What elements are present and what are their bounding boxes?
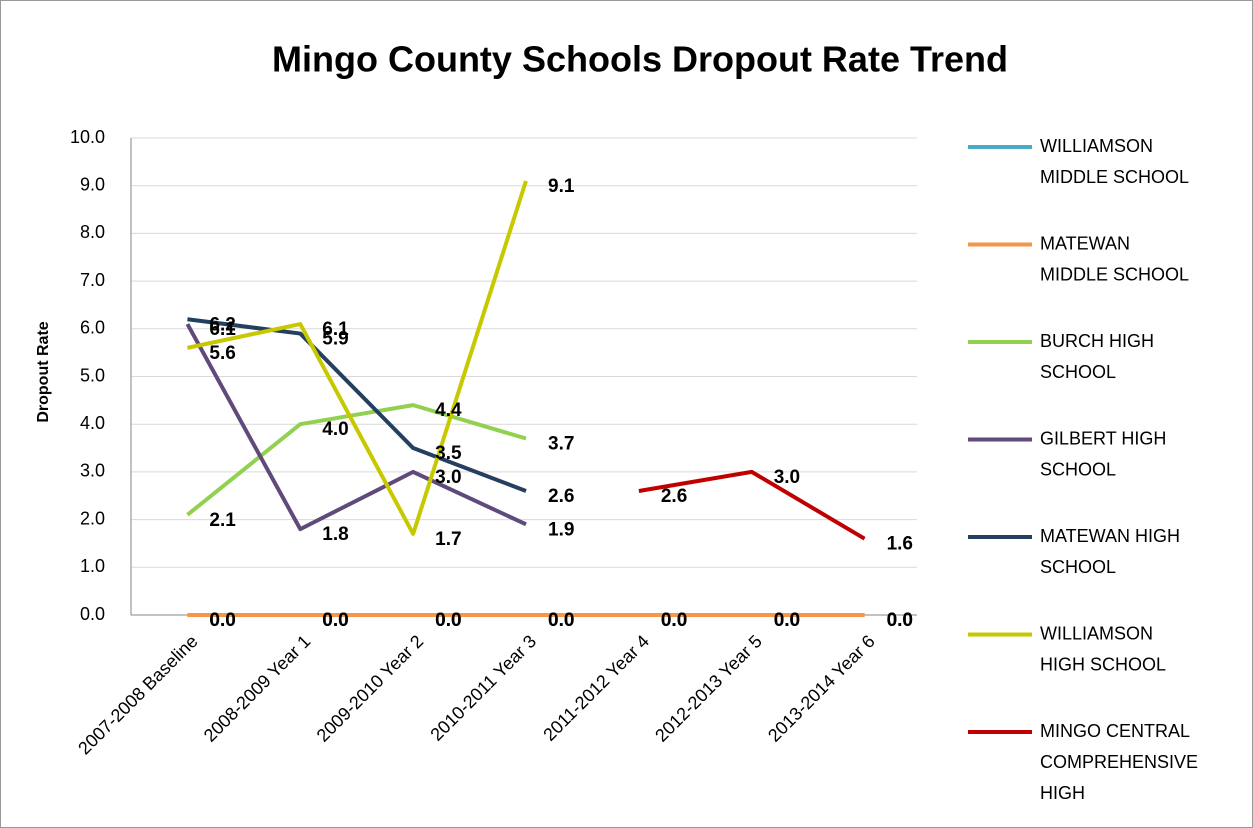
legend-label: MINGO CENTRAL COMPREHENSIVE HIGH	[1040, 721, 1203, 803]
data-label: 0.0	[661, 610, 687, 631]
data-label: 1.6	[887, 534, 913, 555]
data-label: 0.0	[435, 610, 461, 631]
legend-label: MATEWAN HIGH SCHOOL	[1040, 526, 1185, 577]
y-tick-label: 4.0	[80, 413, 105, 433]
data-label: 3.7	[548, 434, 574, 455]
y-tick-label: 2.0	[80, 508, 105, 528]
chart-title: Mingo County Schools Dropout Rate Trend	[272, 39, 1008, 80]
series-line	[185, 323, 527, 532]
data-label: 0.0	[322, 610, 348, 631]
legend-label: GILBERT HIGH SCHOOL	[1040, 428, 1171, 479]
data-label: 4.4	[435, 400, 462, 421]
data-label: 0.0	[548, 610, 574, 631]
y-tick-label: 5.0	[80, 365, 105, 385]
y-tick-label: 7.0	[80, 270, 105, 290]
data-label: 1.7	[435, 529, 461, 550]
data-label: 4.0	[322, 419, 348, 440]
data-label: 0.0	[548, 610, 574, 631]
y-tick-label: 10.0	[70, 127, 105, 147]
data-label: 6.1	[322, 319, 349, 340]
data-label: 3.0	[774, 467, 800, 488]
data-label: 3.0	[435, 467, 461, 488]
y-tick-label: 3.0	[80, 461, 105, 481]
data-label: 6.2	[209, 314, 235, 335]
series-line	[638, 469, 866, 541]
data-label: 2.6	[661, 486, 687, 507]
y-tick-label: 1.0	[80, 556, 105, 576]
data-label: 3.5	[435, 443, 462, 464]
legend-label: MATEWAN MIDDLE SCHOOL	[1040, 233, 1189, 284]
data-label: 5.9	[322, 329, 348, 350]
data-label: 0.0	[887, 610, 913, 631]
data-label: 9.1	[548, 176, 575, 197]
data-label: 0.0	[209, 610, 235, 631]
data-label: 0.0	[887, 610, 913, 631]
data-label: 0.0	[774, 610, 800, 631]
data-label: 6.1	[209, 319, 236, 340]
series-line	[187, 180, 528, 536]
y-tick-label: 8.0	[80, 222, 105, 242]
data-label: 0.0	[774, 610, 800, 631]
y-axis-label: Dropout Rate	[35, 321, 52, 422]
data-label: 0.0	[322, 610, 348, 631]
legend-label: WILLIAMSON MIDDLE SCHOOL	[1040, 136, 1189, 187]
y-tick-label: 0.0	[80, 604, 105, 624]
data-label: 0.0	[209, 610, 235, 631]
data-label: 2.6	[548, 486, 574, 507]
data-label: 5.6	[209, 343, 235, 364]
data-label: 0.0	[661, 610, 687, 631]
legend-label: WILLIAMSON HIGH SCHOOL	[1040, 623, 1166, 674]
legend-label: BURCH HIGH SCHOOL	[1040, 331, 1159, 382]
series-line	[186, 403, 527, 517]
data-label: 0.0	[435, 610, 461, 631]
y-tick-label: 6.0	[80, 318, 105, 338]
data-label: 2.1	[209, 510, 236, 531]
series-line	[187, 317, 527, 493]
data-label: 1.9	[548, 519, 574, 540]
data-label: 1.8	[322, 524, 348, 545]
y-tick-label: 9.0	[80, 174, 105, 194]
